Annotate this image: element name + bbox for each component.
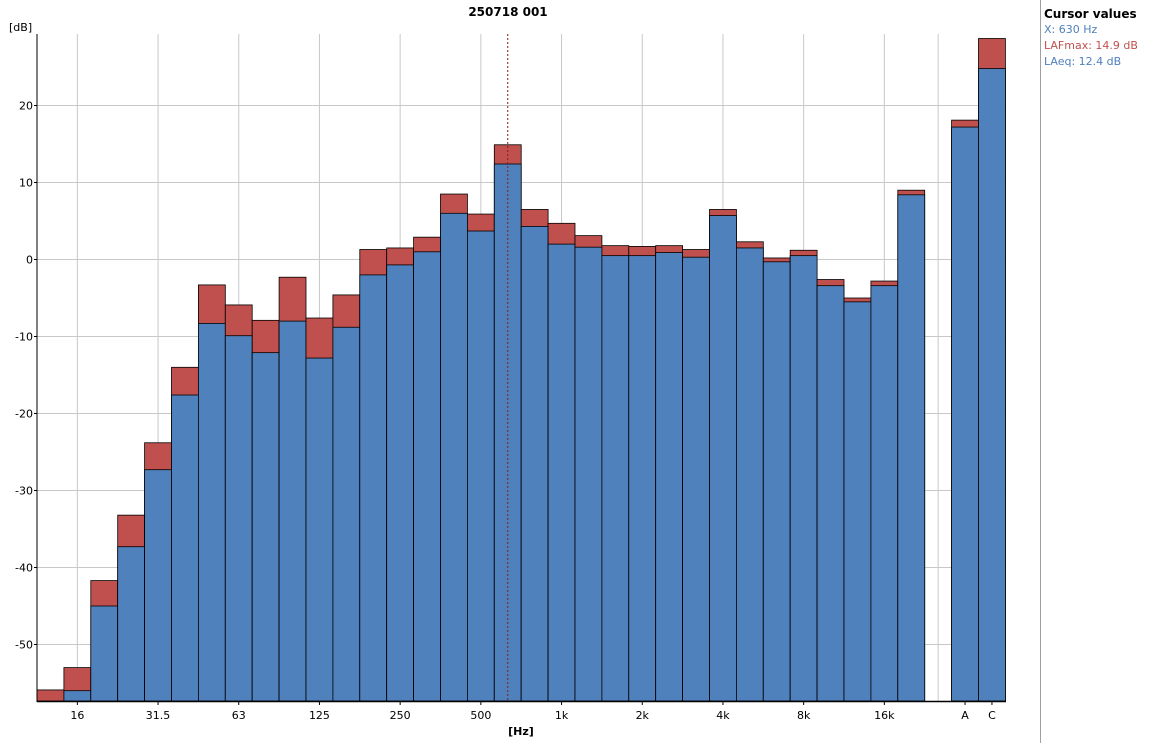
- bar-laeq-500: [466, 230, 495, 702]
- y-tick-label: 0: [26, 254, 33, 267]
- y-tick-label: -30: [15, 485, 33, 498]
- bar-laeq-C: [978, 68, 1006, 702]
- bar-laeq-2k: [628, 255, 657, 702]
- bar-laeq-2.5k: [655, 252, 684, 702]
- bar-laeq-1k: [547, 243, 576, 702]
- bar-laeq-1.6k: [601, 255, 630, 702]
- bar-laeq-100: [278, 320, 307, 702]
- x-tick-label: C: [988, 709, 996, 722]
- x-tick-label: 250: [390, 709, 411, 722]
- cursor-laeq-value: LAeq: 12.4 dB: [1044, 55, 1122, 68]
- x-tick-label: 16: [70, 709, 84, 722]
- cursor-lafmax-value: LAFmax: 14.9 dB: [1044, 39, 1138, 52]
- y-tick-label: 10: [19, 177, 33, 190]
- bar-laeq-16: [63, 690, 92, 702]
- y-tick-label: -40: [15, 562, 33, 575]
- y-axis-unit: [dB]: [9, 21, 32, 34]
- x-tick-labels: 16 31.5 63 125 250 500 1k 2k 4k 8k 16k A C: [70, 701, 996, 722]
- bar-laeq-20k: [897, 194, 926, 702]
- x-tick-label: 4k: [716, 709, 730, 722]
- bar-laeq-160: [332, 326, 361, 702]
- bar-laeq-50: [197, 323, 226, 702]
- x-tick-label: 63: [232, 709, 246, 722]
- chart-title: 250718 001: [468, 5, 547, 19]
- bar-laeq-250: [386, 264, 415, 702]
- bar-laeq-8k: [789, 255, 818, 702]
- x-tick-label: 16k: [874, 709, 895, 722]
- y-tick-label: -20: [15, 408, 33, 421]
- cursor-values-panel: Cursor values X: 630 Hz LAFmax: 14.9 dB …: [1040, 0, 1149, 743]
- x-tick-label: 8k: [797, 709, 811, 722]
- bar-laeq-5k: [736, 247, 764, 702]
- bar-laeq-630: [493, 163, 522, 702]
- bar-laeq-6.3k: [762, 261, 791, 702]
- x-tick-label: 31.5: [146, 709, 171, 722]
- bar-laeq-3.15k: [682, 256, 710, 702]
- x-axis-unit: [Hz]: [508, 725, 534, 738]
- bar-laeq-25: [117, 546, 145, 702]
- bars-group: [36, 38, 1006, 702]
- x-tick-label: A: [961, 709, 969, 722]
- bar-laeq-200: [359, 274, 388, 702]
- bar-laeq-A: [951, 126, 979, 702]
- x-tick-label: 125: [309, 709, 330, 722]
- bar-laeq-80: [251, 352, 280, 702]
- bar-laeq-20: [90, 605, 119, 702]
- bar-laeq-10k: [816, 285, 845, 702]
- x-tick-label: 1k: [555, 709, 569, 722]
- y-tick-labels: 20 10 0 -10 -20 -30 -40 -50: [15, 100, 37, 652]
- bar-laeq-1.25k: [574, 246, 603, 702]
- bar-laeq-315: [413, 251, 441, 702]
- bar-lafmax-12.5: [36, 689, 65, 702]
- cursor-values-title: Cursor values: [1044, 7, 1137, 21]
- bar-laeq-4k: [709, 215, 737, 702]
- bar-laeq-31.5: [144, 469, 172, 702]
- bar-laeq-63: [224, 335, 253, 702]
- bar-laeq-40: [171, 394, 199, 702]
- spectrum-chart[interactable]: 250718 001 [dB] [Hz] 20 10 0 -10 -20 -30 -40 -5…: [0, 0, 1040, 743]
- cursor-x-value: X: 630 Hz: [1044, 23, 1098, 36]
- bar-laeq-400: [440, 212, 468, 702]
- x-tick-label: 500: [470, 709, 491, 722]
- y-tick-label: 20: [19, 100, 33, 113]
- y-tick-label: -10: [15, 331, 33, 344]
- x-tick-label: 2k: [636, 709, 650, 722]
- bar-laeq-16k: [870, 285, 899, 702]
- y-tick-label: -50: [15, 639, 33, 652]
- axes: [36, 34, 1006, 703]
- bar-laeq-125: [305, 357, 334, 702]
- bar-laeq-800: [520, 225, 549, 702]
- bar-laeq-12.5k: [843, 301, 872, 702]
